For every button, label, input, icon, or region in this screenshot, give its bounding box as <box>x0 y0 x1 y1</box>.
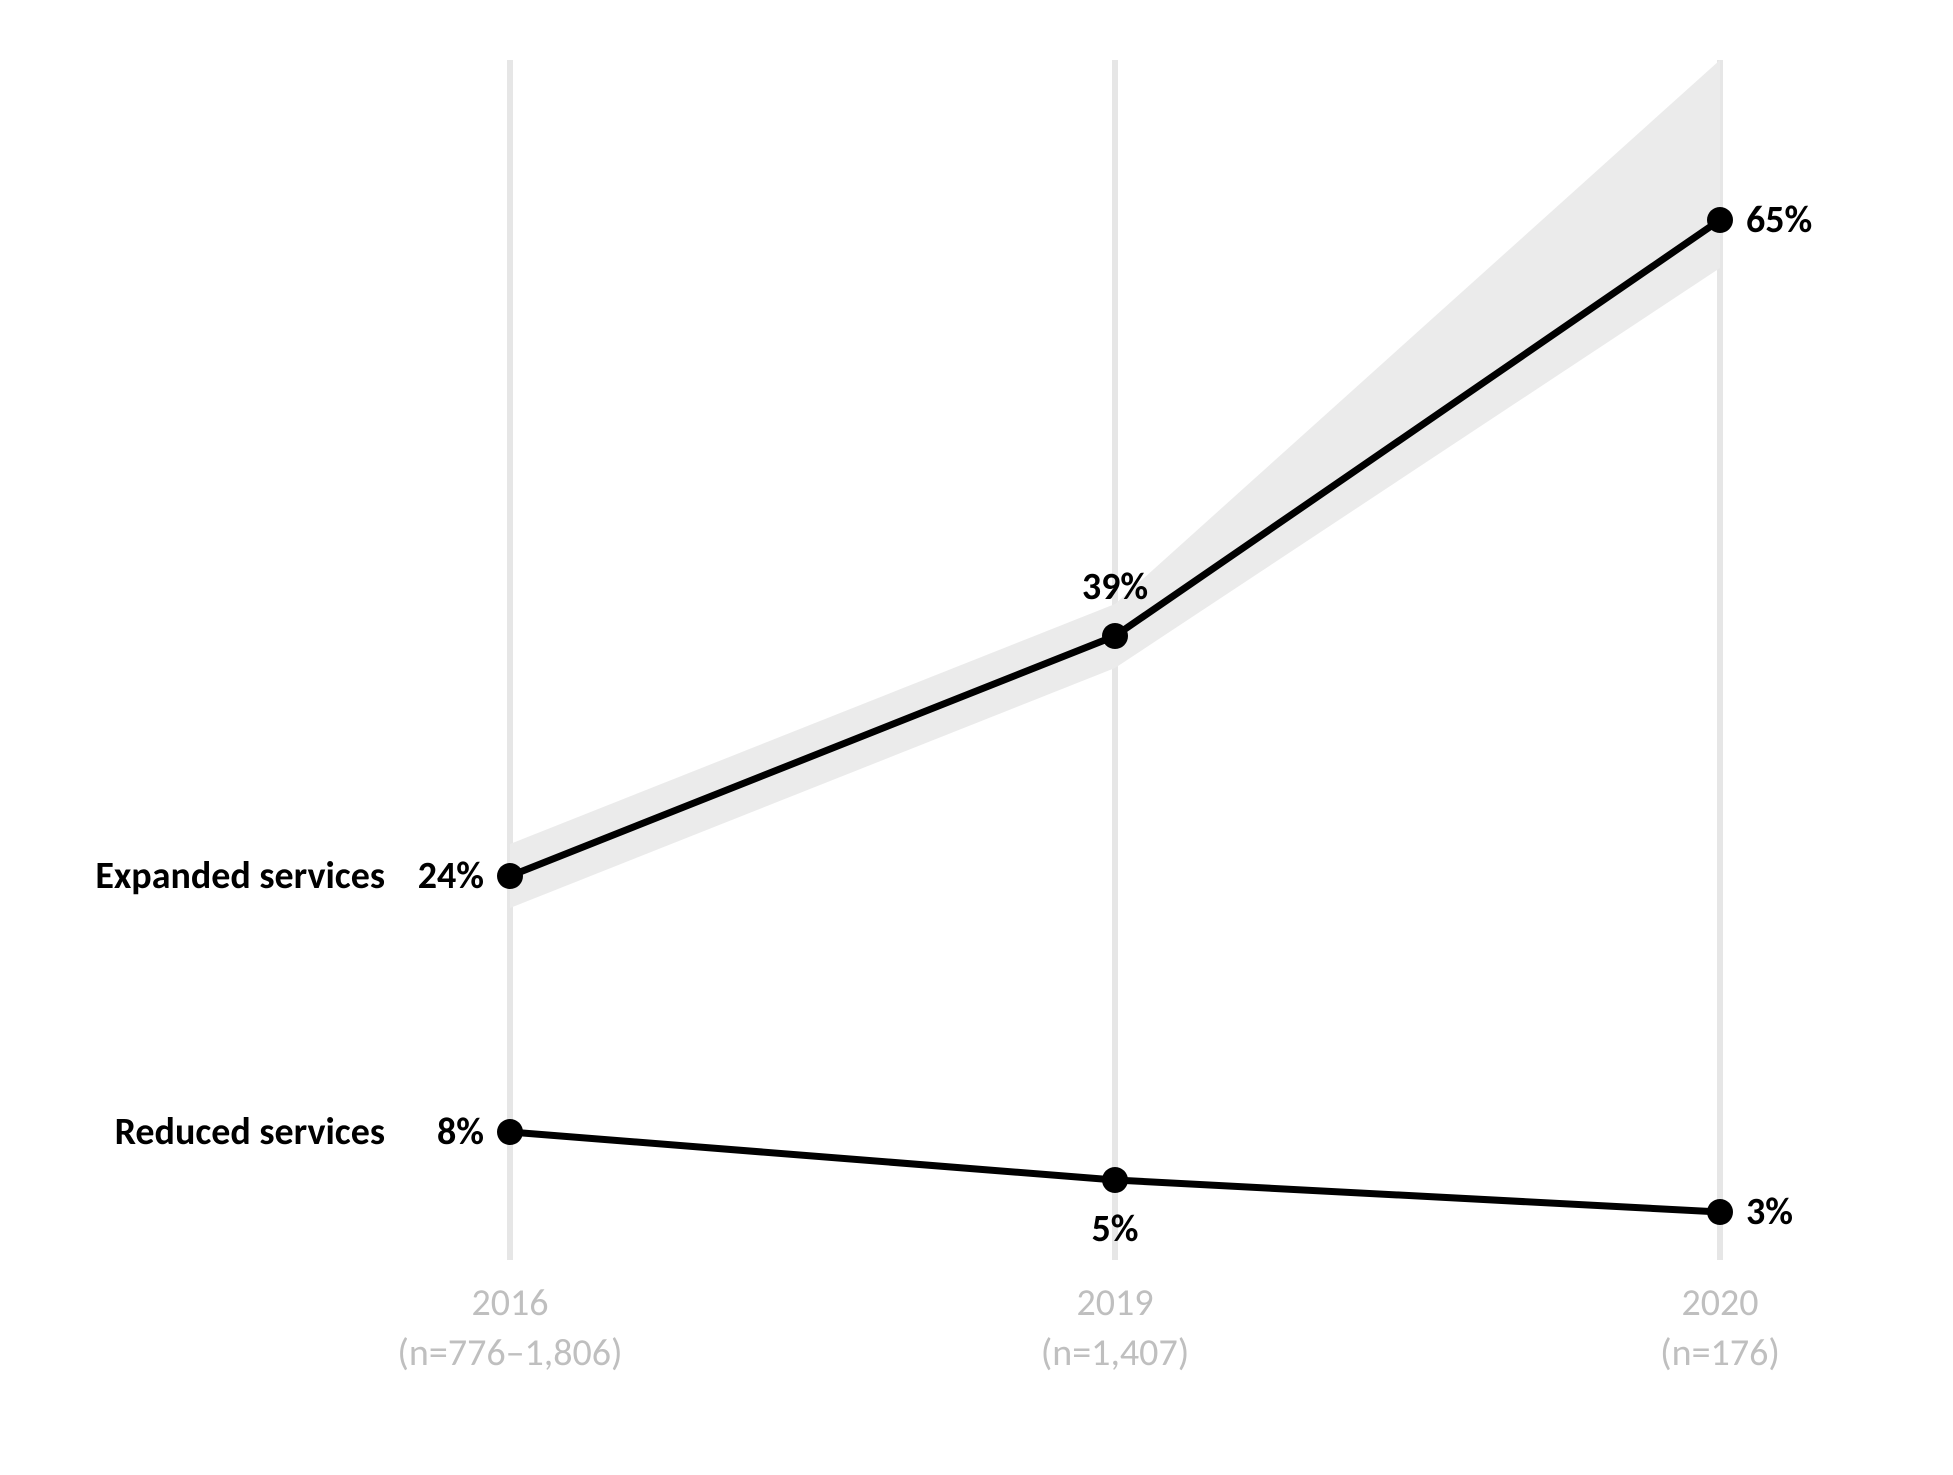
series-label: Reduced services <box>115 1109 385 1155</box>
data-label: 8% <box>437 1109 484 1155</box>
x-axis-sublabel: (n=176) <box>1660 1330 1780 1376</box>
x-axis-sublabel: (n=1,407) <box>1041 1330 1189 1376</box>
data-label: 5% <box>1092 1206 1139 1252</box>
data-point <box>1707 207 1733 233</box>
data-label: 39% <box>1082 564 1148 610</box>
x-axis-label: 2020 <box>1681 1280 1758 1326</box>
data-point <box>1707 1199 1733 1225</box>
data-point <box>1102 1167 1128 1193</box>
data-point <box>497 1119 523 1145</box>
chart-svg <box>0 0 1953 1475</box>
data-point <box>1102 623 1128 649</box>
data-point <box>497 863 523 889</box>
x-axis-sublabel: (n=776–1,806) <box>397 1330 622 1376</box>
data-label: 3% <box>1746 1189 1793 1235</box>
x-axis-label: 2016 <box>471 1280 548 1326</box>
data-label: 65% <box>1746 197 1812 243</box>
data-label: 24% <box>418 853 484 899</box>
series-label: Expanded services <box>95 853 385 899</box>
x-axis-label: 2019 <box>1076 1280 1153 1326</box>
line-chart: 2016(n=776–1,806) 2019(n=1,407) 2020(n=176… <box>0 0 1953 1475</box>
